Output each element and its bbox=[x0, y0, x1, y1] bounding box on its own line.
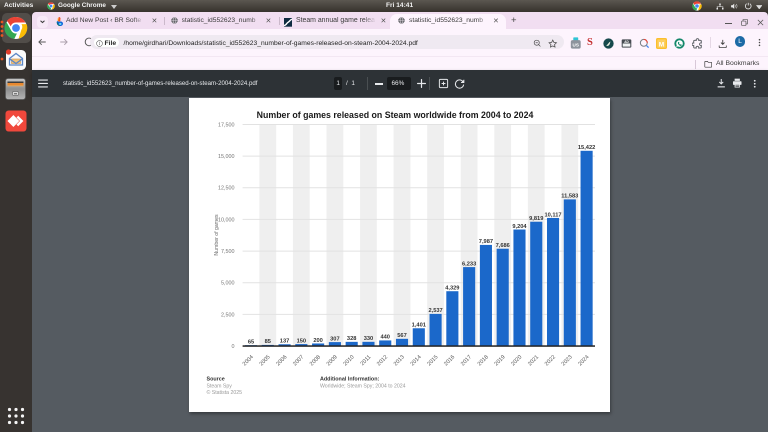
svg-text:12,500: 12,500 bbox=[218, 186, 235, 192]
svg-text:10,117: 10,117 bbox=[544, 212, 561, 218]
svg-text:7,686: 7,686 bbox=[496, 243, 510, 249]
svg-text:2023: 2023 bbox=[561, 354, 574, 367]
svg-text:2007: 2007 bbox=[292, 354, 305, 367]
svg-text:15,000: 15,000 bbox=[218, 154, 235, 160]
svg-text:137: 137 bbox=[280, 339, 290, 345]
svg-text:307: 307 bbox=[330, 336, 340, 342]
svg-text:4,329: 4,329 bbox=[445, 286, 459, 292]
svg-text:328: 328 bbox=[347, 336, 357, 342]
svg-text:2,500: 2,500 bbox=[221, 312, 235, 318]
svg-text:0: 0 bbox=[232, 344, 235, 350]
svg-text:85: 85 bbox=[265, 339, 271, 345]
svg-text:2008: 2008 bbox=[309, 354, 322, 367]
svg-text:17,500: 17,500 bbox=[218, 122, 235, 128]
svg-text:AD: AD bbox=[624, 40, 629, 44]
svg-text:Worldwide; Steam Spy; 2004 to: Worldwide; Steam Spy; 2004 to 2024 bbox=[320, 384, 406, 390]
svg-text:Steam Spy: Steam Spy bbox=[207, 384, 233, 390]
svg-text:7,987: 7,987 bbox=[479, 239, 493, 245]
svg-text:Source: Source bbox=[207, 377, 225, 383]
svg-text:2013: 2013 bbox=[393, 354, 406, 367]
svg-text:330: 330 bbox=[364, 336, 374, 342]
svg-text:2024: 2024 bbox=[577, 354, 590, 367]
svg-text:9,819: 9,819 bbox=[529, 216, 543, 222]
svg-text:Number of games: Number of games bbox=[214, 214, 220, 256]
svg-text:2006: 2006 bbox=[275, 354, 288, 367]
svg-text:5,000: 5,000 bbox=[221, 281, 235, 287]
svg-text:2018: 2018 bbox=[477, 354, 490, 367]
svg-text:2015: 2015 bbox=[426, 354, 439, 367]
svg-text:US: US bbox=[573, 43, 579, 48]
svg-text:567: 567 bbox=[397, 333, 407, 339]
svg-text:2009: 2009 bbox=[326, 354, 339, 367]
svg-text:11,583: 11,583 bbox=[561, 194, 578, 200]
svg-text:65: 65 bbox=[248, 339, 254, 345]
svg-text:2014: 2014 bbox=[410, 354, 423, 367]
svg-text:M: M bbox=[659, 41, 664, 48]
svg-text:1,401: 1,401 bbox=[412, 323, 426, 329]
svg-text:2021: 2021 bbox=[527, 354, 540, 367]
svg-text:© Statista 2025: © Statista 2025 bbox=[207, 389, 243, 396]
svg-text:2017: 2017 bbox=[460, 354, 473, 367]
svg-text:Additional Information:: Additional Information: bbox=[320, 377, 379, 383]
svg-text:150: 150 bbox=[297, 338, 307, 344]
svg-text:2,537: 2,537 bbox=[428, 308, 442, 314]
svg-text:2004: 2004 bbox=[242, 354, 255, 367]
svg-text:6,233: 6,233 bbox=[462, 261, 476, 267]
svg-text:10,000: 10,000 bbox=[218, 217, 235, 223]
svg-text:2005: 2005 bbox=[259, 354, 272, 367]
svg-text:2019: 2019 bbox=[494, 354, 507, 367]
svg-text:9,204: 9,204 bbox=[512, 224, 527, 230]
svg-text:Number of games released on St: Number of games released on Steam worldw… bbox=[257, 110, 534, 120]
svg-text:2011: 2011 bbox=[360, 354, 373, 367]
svg-text:2012: 2012 bbox=[376, 354, 389, 367]
svg-text:2022: 2022 bbox=[544, 354, 557, 367]
svg-text:2020: 2020 bbox=[510, 354, 523, 367]
svg-text:200: 200 bbox=[313, 338, 323, 344]
svg-text:440: 440 bbox=[380, 335, 390, 341]
svg-text:15,422: 15,422 bbox=[578, 145, 595, 151]
svg-text:2010: 2010 bbox=[343, 354, 356, 367]
svg-text:2016: 2016 bbox=[443, 354, 456, 367]
svg-text:7,500: 7,500 bbox=[221, 249, 235, 255]
